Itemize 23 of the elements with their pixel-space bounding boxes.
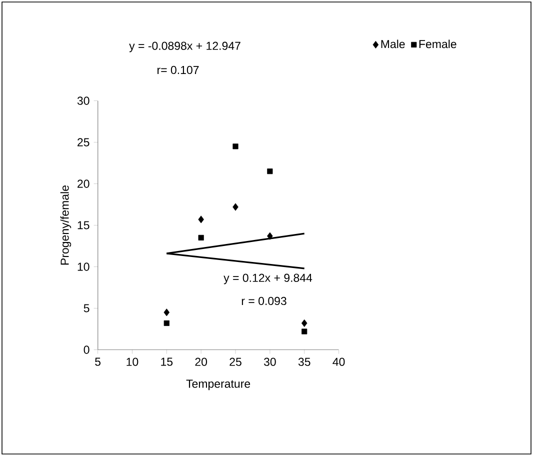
legend-label: Female	[419, 40, 456, 48]
x-tick-label: 15	[161, 358, 173, 366]
text: y = -0.0898x + 12.947	[129, 42, 240, 52]
y-axis-title: Progeny/female	[60, 185, 72, 265]
text: r= 0.107	[158, 66, 199, 74]
y-tick-label: 10	[78, 262, 90, 271]
x-tick-label: 10	[126, 358, 138, 366]
x-tick-label: 30	[264, 358, 276, 366]
x-tick-label: 5	[95, 358, 100, 366]
y-tick-label: 20	[78, 180, 90, 188]
y-tick-label: 25	[78, 138, 90, 146]
legend-label: Male	[381, 40, 405, 48]
annotation: y = 0.12x + 9.844	[224, 274, 312, 284]
y-tick-label: 15	[78, 221, 90, 230]
y-tick-label: 0	[84, 346, 90, 354]
x-tick-label: 40	[332, 358, 345, 366]
y-tick-label: 5	[84, 304, 90, 312]
x-tick-label: 35	[298, 358, 310, 366]
x-tick-label: 25	[230, 358, 242, 366]
annotation: r = 0.093	[242, 296, 286, 306]
y-tick-label: 30	[77, 96, 90, 105]
x-tick-label: 20	[195, 358, 208, 366]
x-axis-title: Temperature	[186, 380, 250, 390]
